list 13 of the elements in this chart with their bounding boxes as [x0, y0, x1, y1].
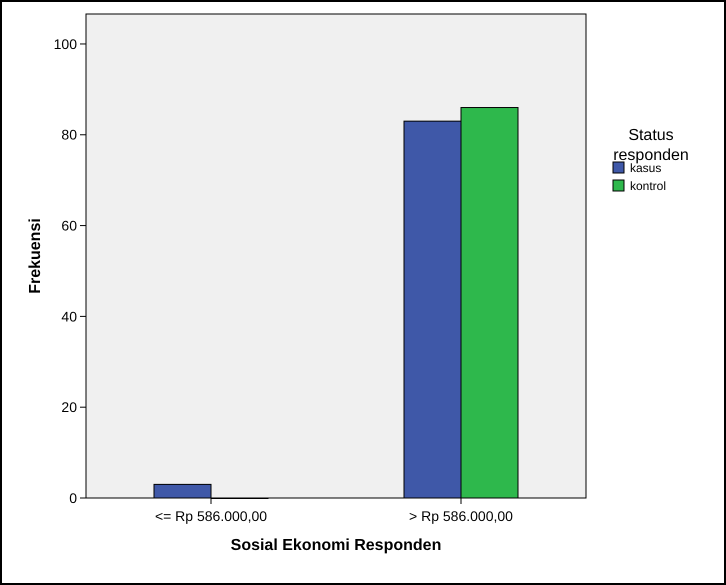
y-axis-title: Frekuensi	[27, 218, 44, 294]
y-tick-label: 20	[61, 399, 78, 416]
y-tick-label: 0	[69, 490, 78, 506]
x-axis-title: Sosial Ekonomi Responden	[230, 537, 442, 554]
x-tick-label: > Rp 586.000,00	[409, 508, 514, 524]
legend-label: kontrol	[630, 179, 666, 193]
legend-label: kasus	[630, 161, 662, 175]
y-tick-label: 80	[61, 126, 78, 143]
y-tick-label: 60	[61, 217, 78, 234]
y-tick-label: 100	[54, 36, 78, 52]
legend-title: Status responden	[613, 127, 689, 164]
x-tick-label: <= Rp 586.000,00	[154, 508, 268, 524]
y-tick-label: 40	[61, 308, 78, 324]
